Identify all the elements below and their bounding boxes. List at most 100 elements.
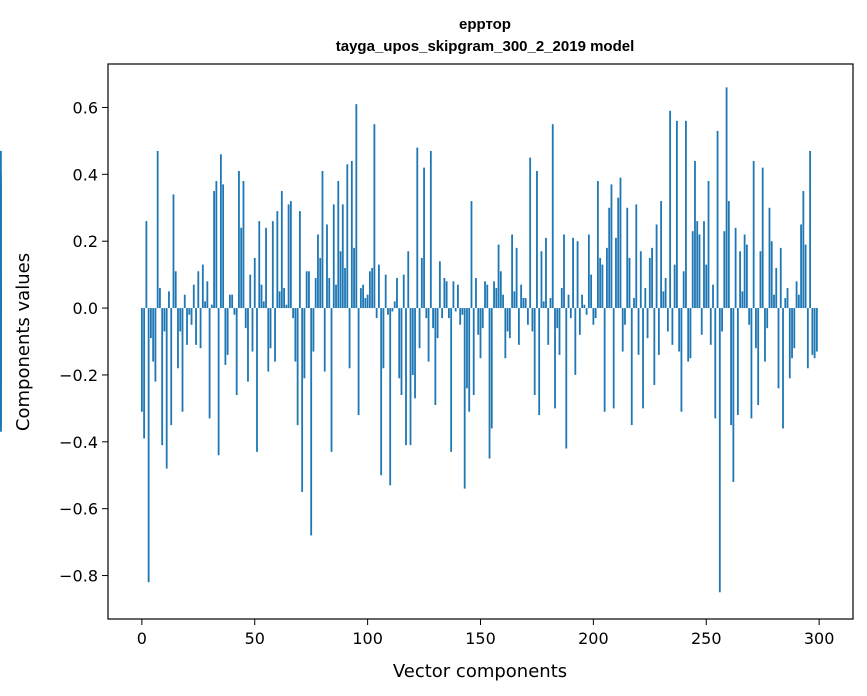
bar — [644, 288, 647, 309]
bar — [606, 247, 608, 309]
bar — [705, 264, 708, 309]
bar — [558, 308, 561, 355]
bars-group — [0, 87, 818, 593]
x-tick-label: 100 — [352, 629, 383, 648]
bar — [468, 308, 471, 412]
bar — [219, 154, 222, 309]
bar — [238, 170, 240, 309]
bar — [427, 308, 430, 362]
bar — [276, 211, 279, 309]
bar — [348, 308, 351, 369]
bar — [362, 284, 365, 309]
bar — [685, 120, 687, 309]
y-tick-label: −0.8 — [59, 567, 98, 586]
bar — [750, 308, 753, 419]
bar — [161, 308, 164, 446]
bar — [788, 308, 791, 379]
bar — [723, 231, 726, 309]
bar — [199, 308, 202, 349]
bar — [813, 308, 816, 359]
bar — [247, 308, 249, 382]
bar — [529, 157, 532, 309]
bar — [140, 308, 143, 412]
bar — [407, 251, 410, 309]
bar — [402, 274, 405, 309]
bar — [626, 207, 629, 309]
bar — [603, 308, 606, 412]
bar — [806, 308, 809, 369]
bar — [669, 110, 672, 309]
bar — [274, 308, 276, 362]
x-tick-label: 0 — [137, 629, 147, 648]
bar — [168, 291, 170, 309]
bar — [768, 207, 771, 309]
plot-frame — [107, 63, 854, 620]
bar — [208, 308, 211, 419]
bar — [791, 308, 793, 359]
bar — [355, 104, 358, 309]
bar — [520, 284, 523, 309]
x-tick-label: 50 — [245, 629, 265, 648]
x-tick-label: 150 — [465, 629, 496, 648]
bar — [680, 308, 683, 412]
bar — [183, 294, 186, 309]
bar — [513, 291, 516, 309]
bar — [540, 251, 543, 309]
bar — [574, 308, 577, 375]
bar — [524, 298, 527, 309]
bar — [596, 181, 599, 309]
bar — [752, 160, 755, 309]
bar — [323, 308, 326, 372]
bar — [775, 267, 778, 309]
bar — [504, 308, 507, 359]
bar — [301, 308, 304, 492]
bar — [811, 308, 814, 355]
bar — [0, 184, 2, 309]
bar — [508, 308, 511, 339]
bar — [554, 308, 556, 409]
bar — [475, 277, 477, 309]
bar — [434, 308, 437, 406]
bar — [689, 308, 692, 359]
bar — [368, 271, 371, 309]
bar — [748, 308, 751, 325]
x-tick-label: 250 — [691, 629, 722, 648]
bar — [172, 194, 175, 309]
bar — [581, 294, 583, 309]
bar — [384, 274, 387, 309]
bar — [755, 308, 757, 349]
bar — [536, 170, 538, 309]
bar — [438, 261, 441, 309]
bar — [578, 308, 581, 335]
bar — [488, 308, 491, 459]
bar — [470, 201, 473, 309]
bar — [642, 308, 644, 409]
bar — [450, 308, 453, 452]
bar — [215, 181, 218, 309]
bar — [531, 308, 534, 332]
bar — [375, 308, 378, 319]
bar — [655, 224, 658, 309]
bar — [761, 167, 764, 309]
bar — [651, 247, 653, 309]
bar — [441, 308, 444, 319]
y-tick-label: −0.4 — [59, 433, 98, 452]
bar — [782, 308, 784, 429]
bar — [499, 271, 502, 309]
bar — [815, 308, 818, 352]
bar — [572, 237, 574, 309]
bar — [280, 191, 283, 309]
bar — [736, 308, 739, 416]
bar — [416, 147, 419, 309]
bar — [165, 308, 168, 469]
bar — [481, 308, 484, 329]
bar — [235, 308, 238, 395]
bar — [357, 308, 360, 416]
bar — [709, 308, 712, 345]
bar — [285, 304, 288, 309]
bar — [592, 308, 595, 325]
bar — [648, 257, 651, 309]
bar — [341, 204, 344, 309]
bar — [556, 308, 559, 329]
